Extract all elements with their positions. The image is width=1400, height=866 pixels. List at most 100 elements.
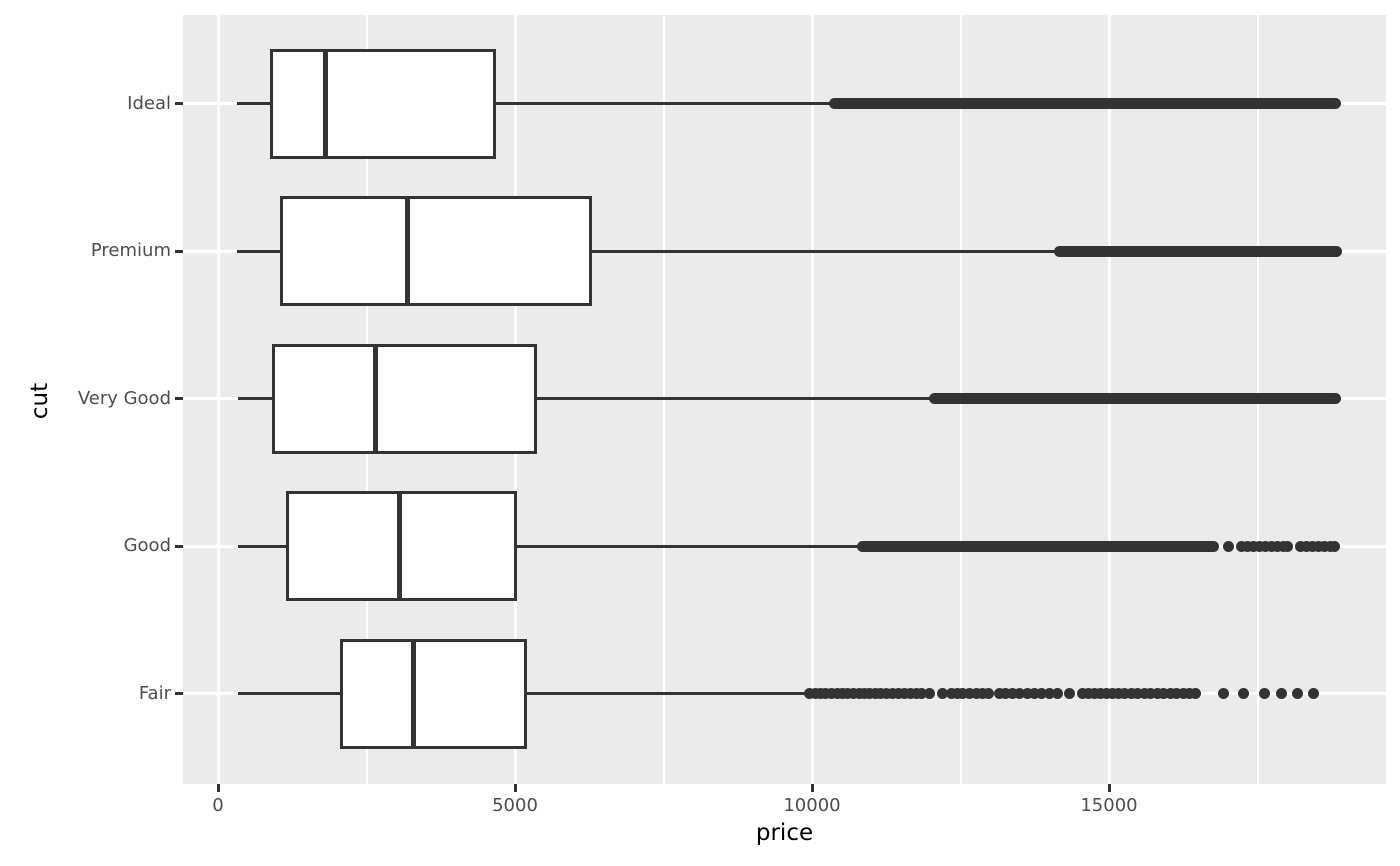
outlier-dot-fair [1125, 688, 1137, 699]
outlier-dot-fair [1021, 688, 1033, 699]
outlier-dot-good [1319, 540, 1331, 552]
y-tick-label-good: Good [123, 535, 171, 556]
outlier-dot-fair [1035, 688, 1047, 699]
whisker-high-good [516, 544, 863, 548]
y-tick-label-ideal: Ideal [127, 92, 171, 114]
outlier-dot-fair [1177, 688, 1189, 699]
outlier-dot-fair [1113, 688, 1124, 699]
x-tick-label: 15000 [1080, 795, 1138, 816]
x-tick-label: 0 [212, 795, 224, 816]
outlier-dot-fair [1132, 688, 1143, 699]
x-tick [216, 784, 220, 792]
y-tick [175, 102, 183, 105]
outlier-dot-fair [910, 688, 922, 699]
outlier-dot-good [1259, 540, 1271, 552]
outlier-dot-fair [1158, 688, 1170, 699]
outlier-dot-fair [1007, 688, 1019, 699]
whisker-low-ideal [237, 102, 271, 105]
x-tick [513, 784, 517, 792]
whisker-low-fair [238, 692, 340, 695]
outlier-dot-good [1241, 540, 1253, 552]
y-tick [175, 692, 183, 695]
outlier-dot-fair [1101, 688, 1113, 699]
whisker-high-premium [592, 249, 1060, 253]
box-fair [339, 638, 528, 749]
outlier-dot-fair [881, 688, 893, 699]
outlier-dot-good [1313, 540, 1325, 552]
outlier-dot-fair [945, 688, 957, 699]
outlier-dot-fair [1119, 688, 1130, 699]
outlier-dot-fair [977, 688, 988, 699]
whisker-high-ideal [495, 102, 835, 105]
outlier-dot-fair [1291, 688, 1303, 699]
plot-panel [183, 15, 1386, 784]
outlier-dot-fair [1138, 688, 1150, 699]
x-tick-label: 10000 [783, 795, 841, 816]
outlier-dot-good [1253, 540, 1265, 552]
box-ideal [270, 48, 496, 159]
outlier-dot-fair [1151, 688, 1163, 699]
outlier-dot-fair [1307, 688, 1319, 699]
x-tick [1107, 784, 1111, 792]
y-tick [175, 249, 183, 253]
outlier-dot-fair [1028, 688, 1040, 699]
outlier-dot-fair [923, 688, 935, 699]
outlier-dot-fair [1043, 688, 1055, 699]
box-premium [280, 196, 592, 306]
y-tick [175, 544, 183, 548]
x-axis-title: price [755, 820, 814, 846]
median-fair [410, 638, 416, 749]
outlier-dot-fair [820, 688, 832, 699]
outlier-dot-fair [1089, 688, 1101, 699]
outlier-dot-fair [1259, 688, 1271, 699]
outlier-dot-good [1247, 540, 1259, 552]
outlier-dot-fair [893, 688, 905, 699]
outlier-dot-fair [875, 688, 887, 699]
y-tick [175, 397, 183, 400]
outlier-dot-fair [951, 688, 963, 699]
outlier-dot-fair [1000, 688, 1012, 699]
outlier-dot-fair [916, 688, 928, 699]
outlier-dot-fair [842, 688, 854, 699]
outlier-dot-fair [1237, 688, 1249, 699]
outlier-dot-good [1328, 540, 1340, 552]
box-very-good [272, 343, 538, 454]
outlier-dot-fair [1014, 688, 1026, 699]
x-tick-label: 5000 [492, 795, 538, 816]
outlier-dot-fair [1217, 688, 1229, 699]
outlier-dot-fair [1184, 688, 1196, 699]
outlier-dot-fair [869, 688, 881, 699]
outlier-dot-good [1307, 540, 1319, 552]
outlier-dot-fair [982, 688, 994, 699]
outlier-dot-good [1282, 540, 1294, 552]
outlier-dot-good [1222, 540, 1234, 552]
outlier-dot-good [1295, 540, 1307, 552]
whisker-high-fair [527, 692, 808, 695]
outlier-dot-good [1271, 540, 1283, 552]
outlier-dot-fair [887, 688, 899, 699]
outlier-dot-fair [1164, 688, 1176, 699]
whisker-low-good [237, 544, 287, 548]
outlier-dot-good [1236, 540, 1247, 552]
outlier-dot-fair [904, 688, 916, 699]
outlier-dot-fair [936, 688, 948, 699]
outlier-dot-fair [1275, 688, 1287, 699]
outlier-dot-fair [1063, 688, 1075, 699]
outlier-band-good [857, 540, 1219, 552]
whisker-high-very-good [537, 397, 935, 400]
outlier-dot-fair [1052, 688, 1064, 699]
outlier-dot-fair [1190, 688, 1202, 699]
y-tick-label-very-good: Very Good [77, 387, 171, 409]
outlier-dot-fair [970, 688, 982, 699]
x-tick [810, 784, 814, 792]
outlier-dot-fair [1107, 688, 1119, 699]
y-tick-label-premium: Premium [90, 240, 171, 261]
outlier-dot-good [1301, 540, 1313, 552]
outlier-dot-good [1265, 540, 1277, 552]
outlier-band-very-good [929, 393, 1342, 404]
outlier-dot-fair [963, 688, 975, 699]
outlier-dot-fair [1083, 688, 1095, 699]
outlier-dot-fair [993, 688, 1005, 699]
outlier-dot-fair [1171, 688, 1183, 699]
